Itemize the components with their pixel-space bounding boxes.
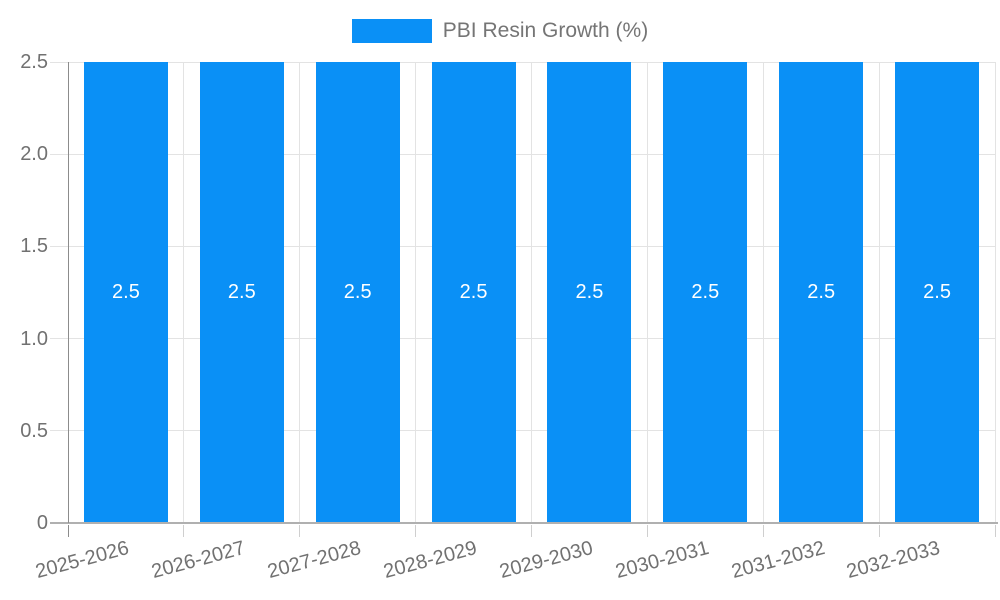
x-category-label: 2032-2033 [844,537,943,584]
bar[interactable]: 2.5 [315,62,400,523]
h-gridline [50,153,995,155]
v-gridline [878,62,880,523]
x-tick [646,525,648,537]
x-tick [299,525,301,537]
x-category-label: 2031-2032 [728,537,827,584]
h-gridline [50,338,995,340]
h-gridline [50,245,995,247]
legend[interactable]: PBI Resin Growth (%) [0,19,1000,43]
y-tick-label: 2.0 [20,143,48,166]
bar[interactable]: 2.5 [547,62,632,523]
y-tick-label: 1.0 [20,327,48,350]
v-gridline [183,62,185,523]
x-axis-line [50,522,998,524]
legend-label: PBI Resin Growth (%) [442,19,649,42]
h-gridline [50,61,995,63]
y-tick-label: 1.5 [20,235,48,258]
x-tick [415,525,417,537]
x-category-label: 2030-2031 [612,537,712,584]
bar-value-label: 2.5 [227,281,256,303]
x-tick [878,525,880,537]
v-gridline [762,62,764,523]
bar[interactable]: 2.5 [431,62,516,523]
bar-value-label: 2.5 [343,281,372,303]
bar-value-label: 2.5 [923,281,951,303]
bar[interactable]: 2.5 [895,62,980,523]
plot-area: 0 0.5 1.0 1.5 2.0 2.5 2.5 2.5 2.5 2.5 2.5 2.5 2.5 2.5… [20,51,998,583]
x-tick [67,525,69,537]
bar-value-label: 2.5 [459,281,488,303]
x-tick [531,525,532,537]
h-gridline [50,430,995,432]
y-axis-line [67,62,69,523]
y-tick-label: 2.5 [20,51,48,73]
bar-value-label: 2.5 [112,281,140,303]
x-category-label: 2027-2028 [265,537,364,584]
x-tick [183,525,185,537]
v-gridline [299,62,301,523]
v-gridline [415,62,417,523]
x-category-label: 2029-2030 [497,537,596,584]
x-tick [762,525,764,537]
v-gridline [994,62,996,523]
bar-value-label: 2.5 [691,281,720,303]
x-category-label: 2028-2029 [381,537,480,584]
v-gridline [646,62,648,523]
bar[interactable]: 2.5 [83,62,168,523]
x-tick [994,525,996,537]
bar-value-label: 2.5 [807,281,836,303]
bar[interactable]: 2.5 [199,62,284,523]
bar[interactable]: 2.5 [663,62,748,523]
v-gridline [531,62,532,523]
x-category-label: 2025-2026 [33,537,132,584]
x-category-label: 2026-2027 [149,537,248,584]
legend-swatch [351,19,432,43]
bar[interactable]: 2.5 [779,62,864,523]
y-tick-label: 0.5 [20,419,48,442]
bar-value-label: 2.5 [575,281,604,303]
y-tick-label: 0 [36,512,48,534]
